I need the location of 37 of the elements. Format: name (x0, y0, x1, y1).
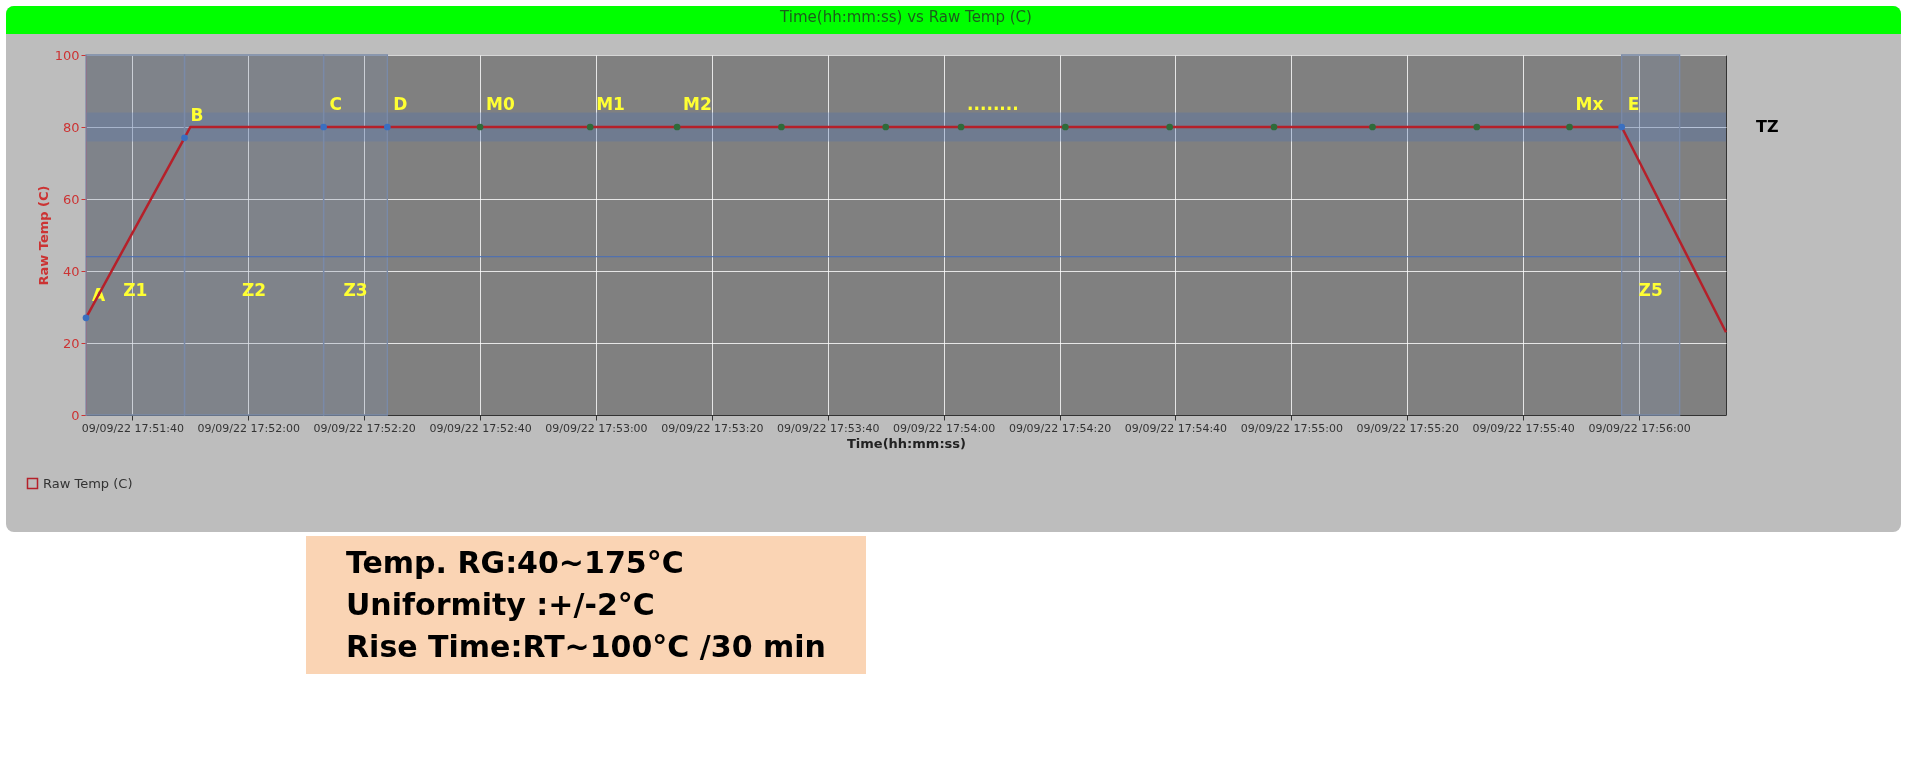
y-tick-label: 80 (62, 119, 80, 135)
x-tick-label: 09/09/22 17:55:20 (1356, 421, 1459, 435)
x-tick-label: 09/09/22 17:55:00 (1240, 421, 1344, 435)
band-label: TZ (1756, 117, 1779, 136)
x-tick-label: 09/09/22 17:52:00 (197, 421, 300, 435)
y-tick-label: 0 (71, 407, 80, 423)
y-axis-title: Raw Temp (C) (35, 185, 51, 286)
chart-title: Time(hh:mm:ss) vs Raw Temp (C) (779, 8, 1032, 26)
text: Temp. RG:40~175°C (346, 544, 685, 582)
y-tick-label: 40 (62, 263, 80, 279)
x-axis-title: Time(hh:mm:ss) (846, 435, 967, 451)
x-tick-label: 09/09/22 17:54:40 (1124, 421, 1228, 435)
y-tick-label: 60 (62, 191, 80, 207)
annotation: D (393, 94, 408, 114)
x-tick-label: 09/09/22 17:52:20 (313, 421, 416, 435)
annotation: M2 (683, 94, 712, 114)
annotation: Mx (1575, 94, 1604, 114)
x-tick-label: 09/09/22 17:55:40 (1472, 421, 1575, 435)
x-tick-label: 09/09/22 17:54:00 (893, 421, 996, 435)
annotation: ........ (967, 94, 1019, 114)
text: Uniformity :+/-2°C (346, 586, 656, 624)
x-tick-label: 09/09/22 17:53:40 (777, 421, 880, 435)
legend-label: Raw Temp (C) (43, 475, 133, 491)
x-tick-label: 09/09/22 17:53:20 (661, 421, 764, 435)
x-tick-label: 09/09/22 17:54:20 (1008, 421, 1112, 435)
annotation: C (329, 94, 343, 114)
annotation: M1 (596, 94, 625, 114)
y-tick-label: 20 (62, 335, 80, 351)
y-tick-label: 100 (54, 47, 80, 63)
annotation: E (1627, 94, 1640, 114)
annotation: B (190, 104, 204, 125)
annotation: M0 (486, 94, 515, 114)
x-tick-label: 09/09/22 17:56:00 (1588, 421, 1691, 435)
x-tick-label: 09/09/22 17:52:40 (429, 421, 532, 435)
text: Rise Time:RT~100°C /30 min (346, 628, 826, 666)
x-tick-label: 09/09/22 17:51:40 (81, 421, 185, 435)
x-tick-label: 09/09/22 17:53:00 (545, 421, 648, 435)
